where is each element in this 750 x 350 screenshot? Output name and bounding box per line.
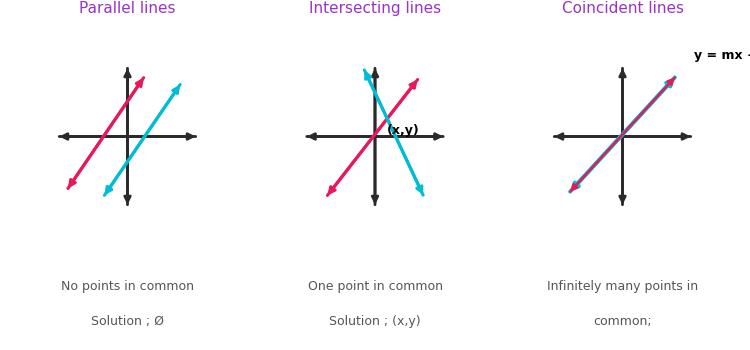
- Text: Parallel lines: Parallel lines: [80, 1, 176, 16]
- Text: Coincident lines: Coincident lines: [562, 1, 683, 16]
- Text: (x,y): (x,y): [387, 124, 419, 137]
- Text: Solution ; Ø: Solution ; Ø: [91, 315, 164, 328]
- Text: No points in common: No points in common: [61, 280, 194, 293]
- Text: Infinitely many points in: Infinitely many points in: [547, 280, 698, 293]
- Text: common;: common;: [593, 315, 652, 328]
- Text: y = mx + b: y = mx + b: [694, 49, 750, 62]
- Text: Intersecting lines: Intersecting lines: [309, 1, 441, 16]
- Text: One point in common: One point in common: [308, 280, 442, 293]
- Text: Solution ; (x,y): Solution ; (x,y): [329, 315, 421, 328]
